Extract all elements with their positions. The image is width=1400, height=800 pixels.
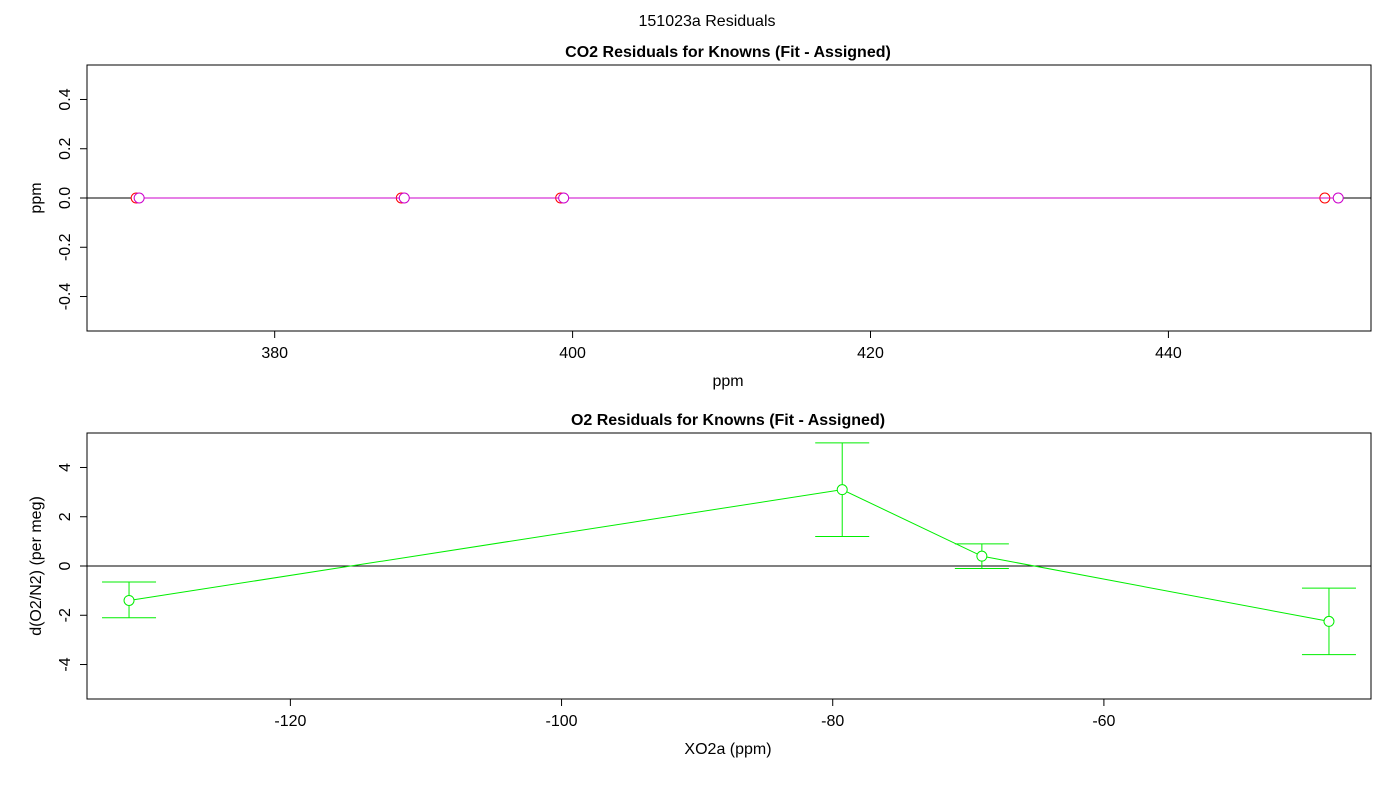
o2-data-point (1323, 615, 1335, 627)
o2-data-point (123, 594, 135, 606)
y-tick-label: 4 (57, 463, 74, 472)
o2-x-axis-label: XO2a (ppm) (684, 741, 771, 758)
x-tick-label: -120 (274, 713, 306, 730)
co2-y-axis-label: ppm (28, 182, 45, 213)
o2-y-axis-label: d(O2/N2) (per meg) (28, 496, 45, 636)
o2-chart-title: O2 Residuals for Knowns (Fit - Assigned) (571, 412, 885, 429)
x-tick-label: 440 (1155, 345, 1182, 362)
co2-data-point (1332, 192, 1344, 204)
o2-data-point (836, 484, 848, 496)
co2-data-point (398, 192, 410, 204)
x-tick-label: 420 (857, 345, 884, 362)
y-tick-label: -2 (57, 608, 74, 622)
y-tick-label: 0 (57, 561, 74, 570)
o2-data-point (976, 550, 988, 562)
x-tick-label: 400 (559, 345, 586, 362)
co2-data-point (558, 192, 570, 204)
y-tick-label: -4 (57, 657, 74, 671)
y-tick-label: 0.0 (57, 187, 74, 209)
x-tick-label: -80 (821, 713, 844, 730)
y-tick-label: 2 (57, 512, 74, 521)
co2-residuals-panel: CO2 Residuals for Knowns (Fit - Assigned… (28, 44, 1372, 390)
x-tick-label: 380 (261, 345, 288, 362)
co2-chart-title: CO2 Residuals for Knowns (Fit - Assigned… (565, 44, 891, 61)
y-tick-label: -0.4 (57, 283, 74, 311)
o2-residuals-panel: O2 Residuals for Knowns (Fit - Assigned)… (28, 412, 1372, 758)
y-tick-label: 0.2 (57, 138, 74, 160)
y-tick-label: -0.2 (57, 233, 74, 261)
co2-x-axis-label: ppm (712, 373, 743, 390)
figure-title: 151023a Residuals (639, 13, 776, 30)
x-tick-label: -100 (546, 713, 578, 730)
y-tick-label: 0.4 (57, 88, 74, 110)
o2-series-line (128, 489, 1330, 622)
co2-data-point (133, 192, 145, 204)
x-tick-label: -60 (1092, 713, 1115, 730)
